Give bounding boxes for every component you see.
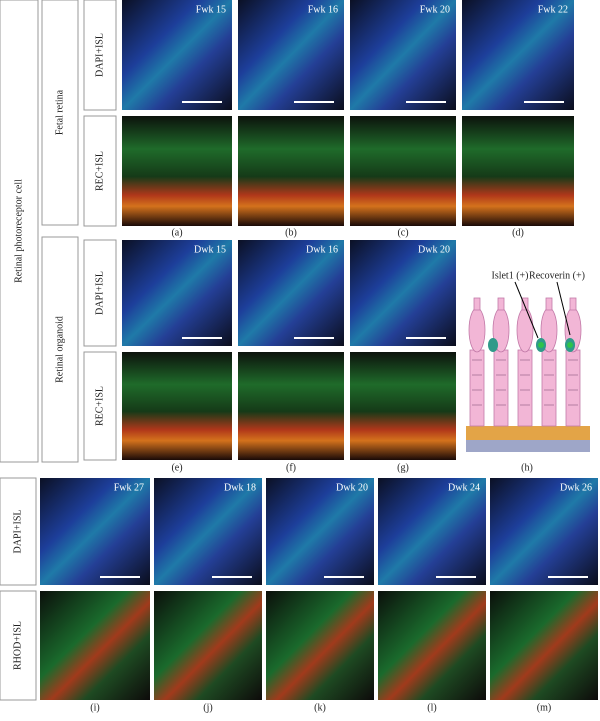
micrograph <box>350 116 456 226</box>
micrograph <box>122 116 232 226</box>
diagram-label: Islet1 (+) <box>491 270 528 281</box>
micrograph <box>238 116 344 226</box>
micrograph <box>462 0 574 110</box>
label-box <box>83 115 117 227</box>
micrograph <box>40 591 150 700</box>
caption: (k) <box>314 702 326 713</box>
caption: (d) <box>512 227 524 238</box>
stage-label: Fwk 27 <box>114 482 144 493</box>
micrograph <box>350 240 456 346</box>
stage-label: Dwk 16 <box>306 244 338 255</box>
micrograph <box>154 478 262 585</box>
stage-label: Dwk 20 <box>336 482 368 493</box>
row-label: REC+ISL <box>94 151 105 191</box>
row-label: Retinal organoid <box>54 316 65 383</box>
row-label: RHOD+ISL <box>12 621 23 670</box>
stage-label: Dwk 15 <box>194 244 226 255</box>
caption: (f) <box>286 462 296 473</box>
stage-label: Dwk 26 <box>560 482 592 493</box>
caption: (j) <box>203 702 212 713</box>
label-box <box>83 239 117 347</box>
micrograph <box>122 352 232 460</box>
micrograph <box>490 478 598 585</box>
micrograph <box>122 240 232 346</box>
label-box <box>0 590 37 701</box>
micrograph <box>462 116 574 226</box>
caption: (e) <box>171 462 182 473</box>
micrograph <box>378 591 486 700</box>
row-label: Retinal photoreceptor cell <box>13 179 24 283</box>
stage-label: Fwk 16 <box>308 4 338 15</box>
row-label: DAPI+ISL <box>94 33 105 77</box>
row-label: DAPI+ISL <box>12 510 23 554</box>
row-label: Fetal retina <box>54 89 65 135</box>
micrograph <box>378 478 486 585</box>
micrograph <box>238 0 344 110</box>
label-box <box>83 351 117 461</box>
diagram-label: Recoverin (+) <box>529 270 585 281</box>
stage-label: Fwk 20 <box>420 4 450 15</box>
micrograph <box>350 0 456 110</box>
caption: (i) <box>90 702 99 713</box>
micrograph <box>266 591 374 700</box>
caption: (a) <box>171 227 182 238</box>
micrograph <box>490 591 598 700</box>
stage-label: Fwk 15 <box>196 4 226 15</box>
label-box <box>0 0 39 463</box>
micrograph <box>238 352 344 460</box>
stage-label: Dwk 24 <box>448 482 480 493</box>
micrograph <box>40 478 150 585</box>
micrograph <box>350 352 456 460</box>
caption: (c) <box>397 227 408 238</box>
label-box <box>41 0 79 226</box>
caption: (l) <box>427 702 436 713</box>
caption: (g) <box>397 462 409 473</box>
caption: (h) <box>521 462 533 473</box>
stage-label: Fwk 22 <box>538 4 568 15</box>
row-label: DAPI+ISL <box>94 271 105 315</box>
stage-label: Dwk 18 <box>224 482 256 493</box>
micrograph <box>238 240 344 346</box>
micrograph <box>122 0 232 110</box>
label-box <box>83 0 117 111</box>
label-box <box>0 477 37 586</box>
micrograph <box>266 478 374 585</box>
stage-label: Dwk 20 <box>418 244 450 255</box>
label-box <box>41 236 79 463</box>
row-label: REC+ISL <box>94 386 105 426</box>
micrograph <box>154 591 262 700</box>
caption: (b) <box>285 227 297 238</box>
caption: (m) <box>537 702 551 713</box>
photoreceptor-diagram <box>466 281 590 452</box>
